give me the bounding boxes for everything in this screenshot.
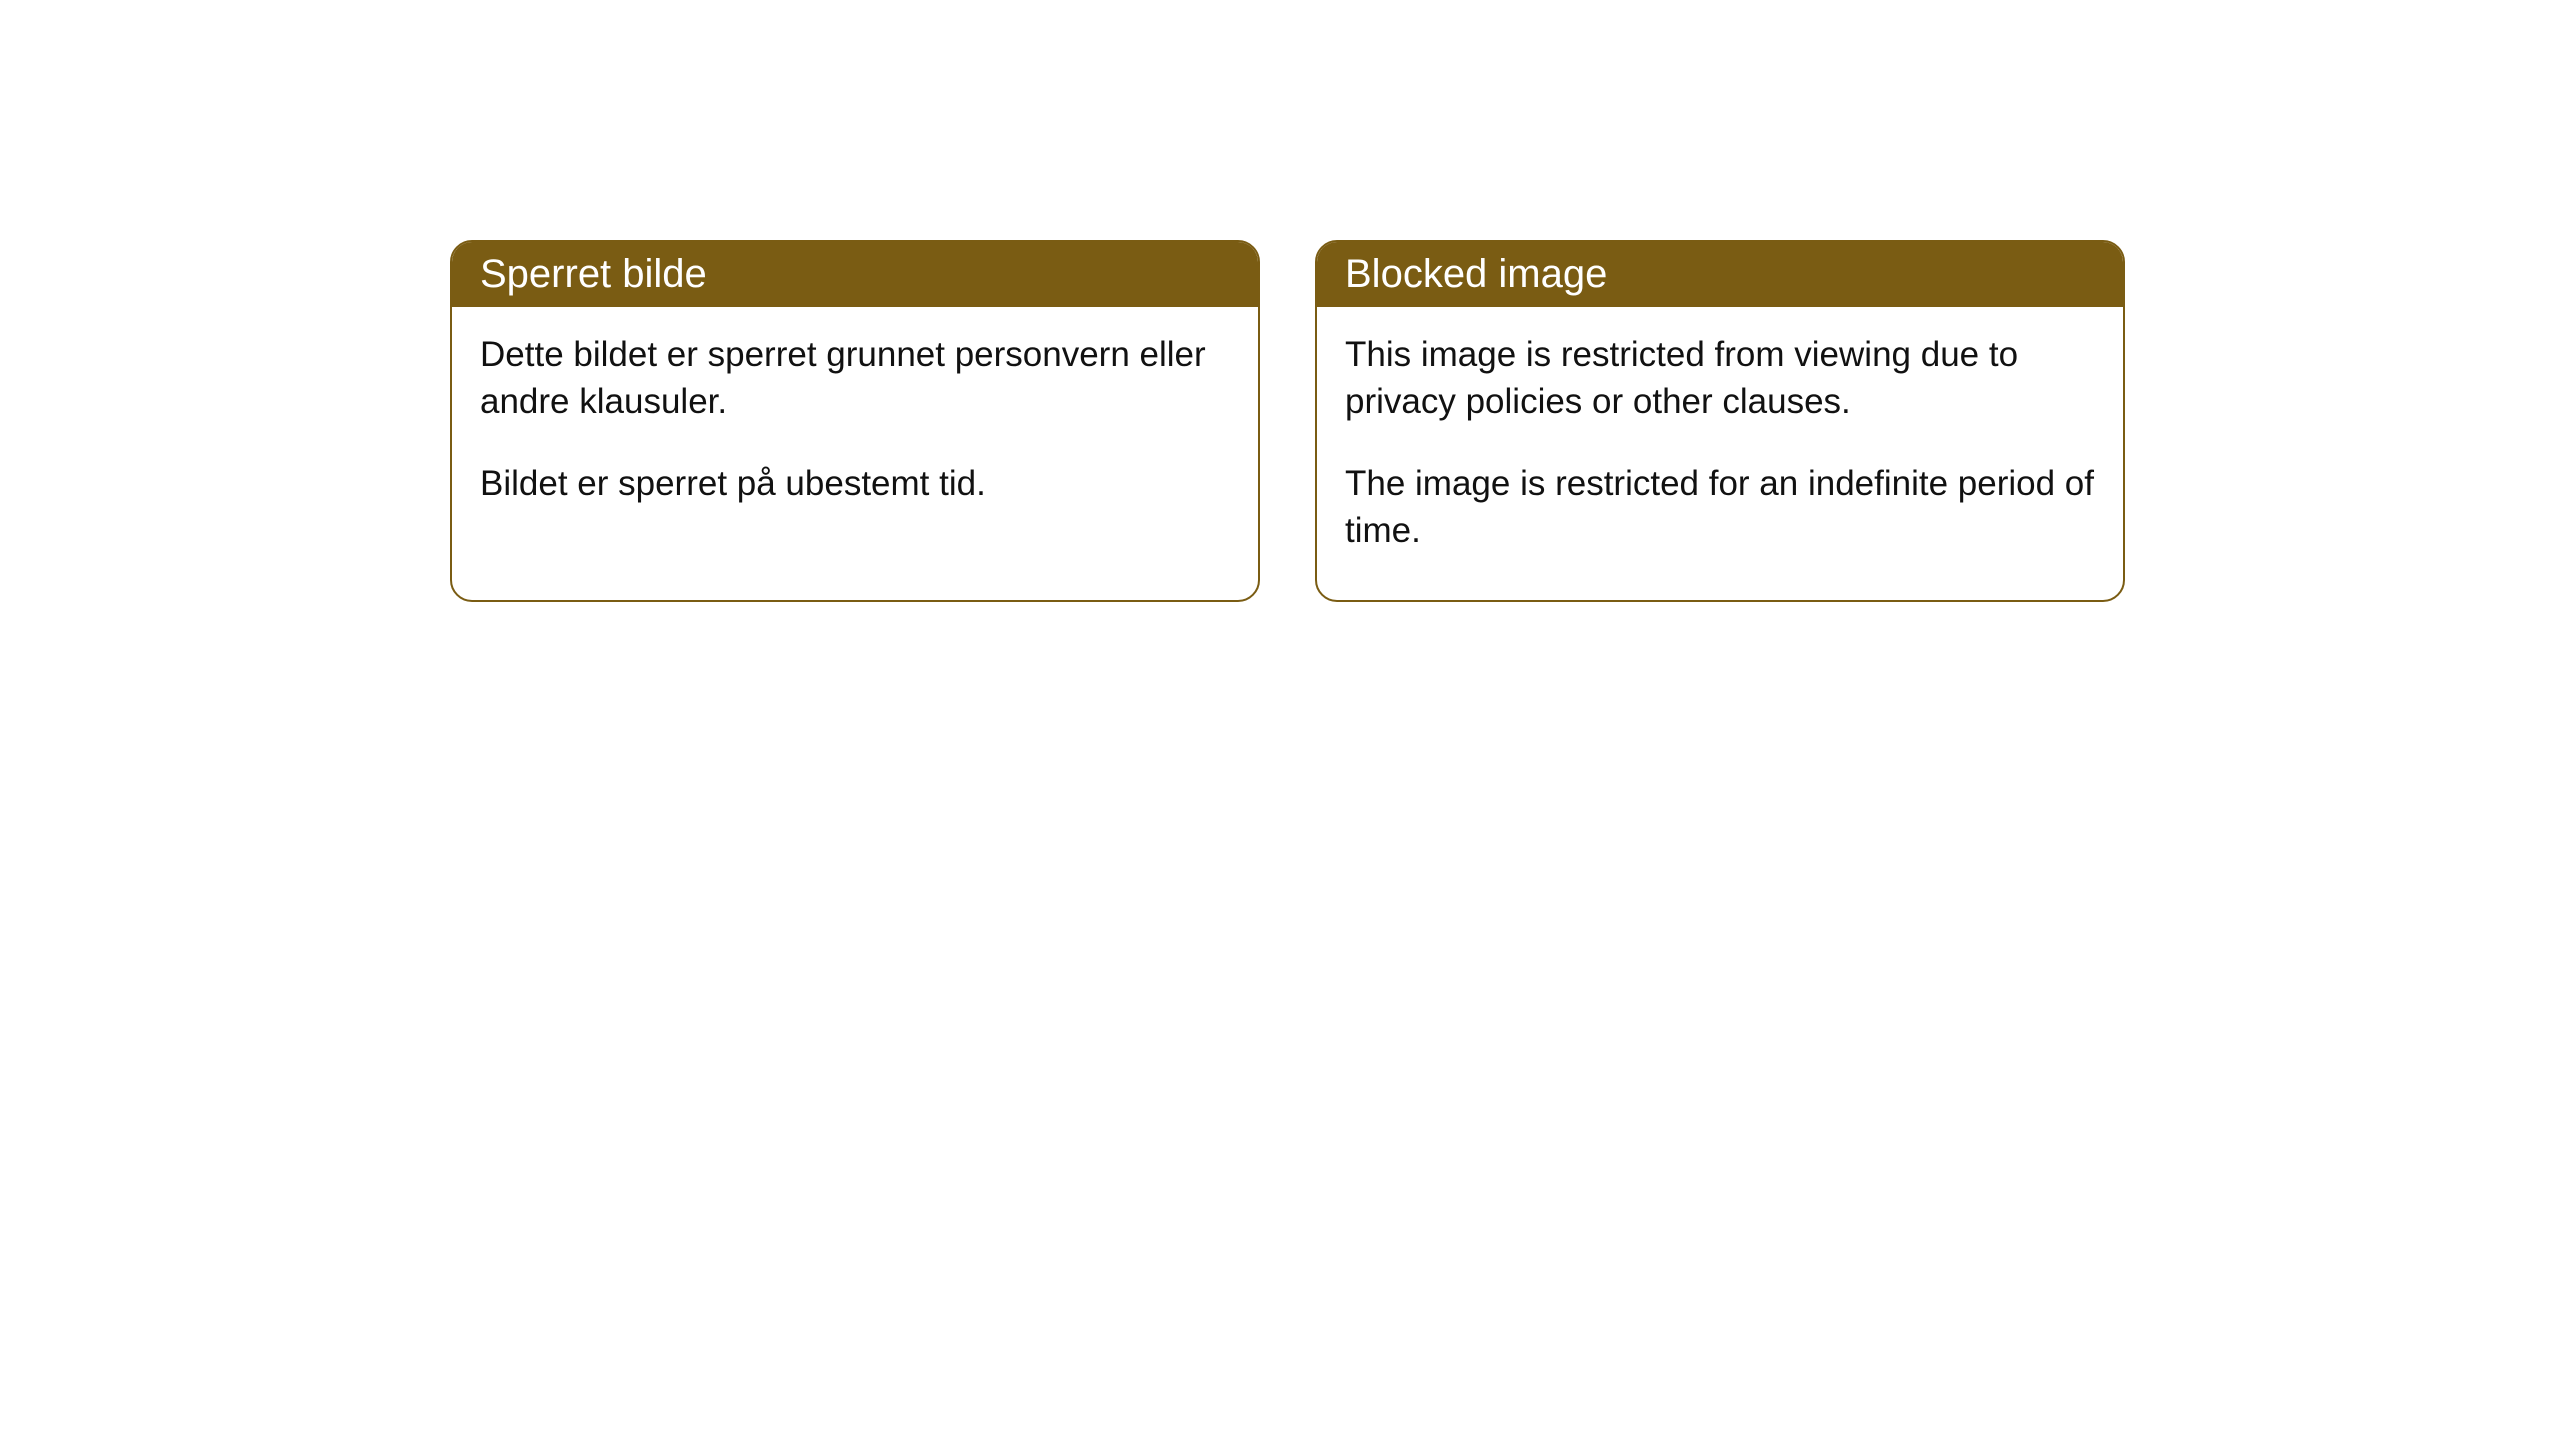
notice-paragraph: The image is restricted for an indefinit… (1345, 460, 2095, 555)
card-container: Sperret bilde Dette bildet er sperret gr… (0, 0, 2560, 602)
card-title: Blocked image (1317, 242, 2123, 307)
card-body: Dette bildet er sperret grunnet personve… (452, 307, 1258, 553)
notice-paragraph: Dette bildet er sperret grunnet personve… (480, 331, 1230, 426)
notice-card-english: Blocked image This image is restricted f… (1315, 240, 2125, 602)
notice-card-norwegian: Sperret bilde Dette bildet er sperret gr… (450, 240, 1260, 602)
notice-paragraph: This image is restricted from viewing du… (1345, 331, 2095, 426)
card-body: This image is restricted from viewing du… (1317, 307, 2123, 600)
card-title: Sperret bilde (452, 242, 1258, 307)
notice-paragraph: Bildet er sperret på ubestemt tid. (480, 460, 1230, 507)
